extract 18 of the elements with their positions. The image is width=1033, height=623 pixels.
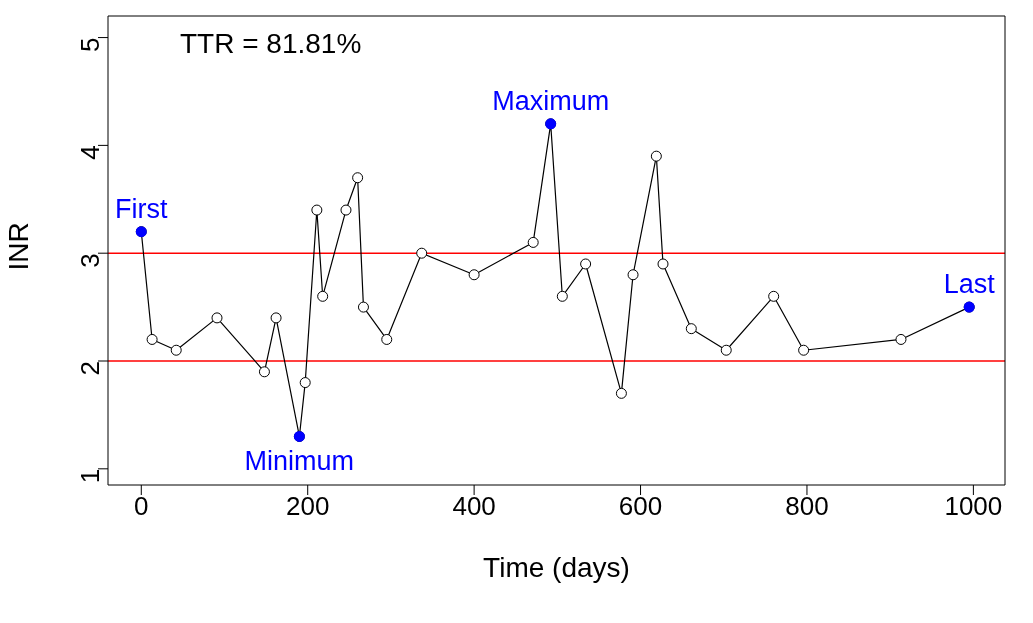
annotation: First — [115, 193, 169, 224]
y-axis-title: INR — [2, 222, 34, 271]
annotation: Maximum — [492, 85, 610, 116]
annotation: TTR = 81.81% — [180, 28, 362, 60]
x-tick-label: 200 — [286, 491, 330, 522]
x-tick-label: 800 — [785, 491, 829, 522]
y-tick-label: 1 — [75, 468, 106, 484]
y-tick-label: 5 — [75, 37, 106, 53]
x-tick-label: 400 — [452, 491, 496, 522]
x-tick-label: 0 — [134, 491, 149, 522]
y-tick-label: 2 — [75, 361, 106, 376]
annotation: Minimum — [244, 445, 355, 476]
x-axis-title: Time (days) — [483, 552, 630, 583]
x-tick-label: 1000 — [944, 491, 1003, 522]
x-tick-label: 600 — [618, 491, 663, 522]
annotation: Last — [943, 269, 996, 300]
y-tick-label: 4 — [75, 145, 106, 160]
y-tick-label: 3 — [75, 253, 106, 268]
